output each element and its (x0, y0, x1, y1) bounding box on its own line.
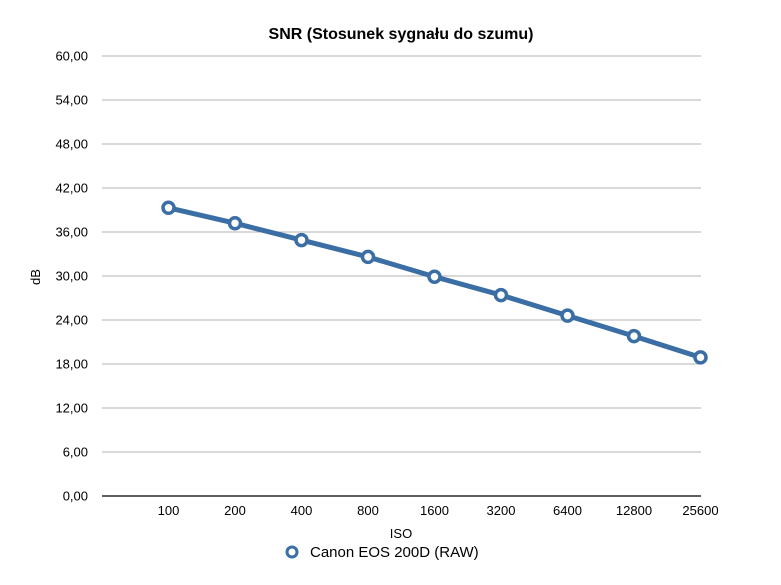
y-axis-label: dB (28, 269, 43, 285)
data-point (493, 287, 509, 303)
x-tick-label: 1600 (420, 503, 449, 518)
x-tick-label: 25600 (682, 503, 718, 518)
x-tick-label: 12800 (616, 503, 652, 518)
series-layer (161, 200, 708, 365)
data-point (693, 350, 708, 365)
legend: Canon EOS 200D (RAW) (285, 544, 479, 561)
grid-lines (102, 55, 701, 453)
y-tick-label: 6,00 (63, 445, 88, 460)
data-point (427, 269, 442, 284)
x-tick-label: 200 (224, 503, 246, 518)
y-tick-label: 54,00 (55, 93, 88, 108)
x-tick-label: 800 (357, 503, 379, 518)
y-tick-label: 60,00 (55, 49, 88, 64)
y-tick-label: 18,00 (55, 357, 88, 372)
x-axis-label: ISO (390, 526, 412, 541)
y-tick-label: 48,00 (55, 137, 88, 152)
x-tick-label: 400 (291, 503, 313, 518)
x-tick-label: 6400 (553, 503, 582, 518)
y-axis-ticks: 0,00 6,00 12,00 18,00 24,00 30,00 36,00 42,00 48… (55, 49, 88, 504)
data-point (161, 200, 176, 216)
legend-label: Canon EOS 200D (RAW) (310, 544, 479, 561)
y-tick-label: 36,00 (55, 225, 88, 240)
x-tick-label: 100 (158, 503, 180, 518)
data-point (560, 308, 575, 323)
x-axis-ticks: 100 200 400 800 1600 3200 6400 12800 25600 (158, 503, 719, 518)
data-point (294, 232, 309, 248)
y-tick-label: 30,00 (55, 269, 88, 284)
y-tick-label: 12,00 (55, 401, 88, 416)
x-tick-label: 3200 (487, 503, 516, 518)
y-tick-label: 42,00 (55, 181, 88, 196)
chart-title: SNR (Stosunek sygnału do szumu) (269, 26, 534, 43)
data-point (360, 249, 376, 265)
legend-marker-icon (285, 545, 299, 559)
data-point (227, 215, 243, 231)
y-tick-label: 24,00 (55, 313, 88, 328)
data-point (626, 328, 642, 344)
y-tick-label: 0,00 (63, 489, 88, 504)
